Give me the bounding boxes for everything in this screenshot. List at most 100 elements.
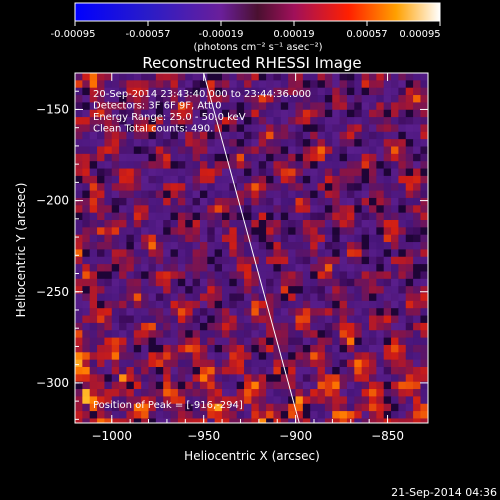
heatmap-cell: [244, 168, 252, 177]
heatmap-cell: [317, 300, 326, 309]
heatmap-cell: [148, 80, 157, 89]
heatmap-cell: [104, 286, 113, 294]
heatmap-cell: [155, 87, 164, 96]
heatmap-cell: [346, 227, 355, 236]
heatmap-cell: [236, 396, 245, 405]
heatmap-cell: [413, 95, 421, 103]
heatmap-cell: [354, 109, 363, 118]
heatmap-cell: [89, 87, 98, 96]
heatmap-cell: [222, 308, 230, 316]
heatmap-cell: [207, 418, 216, 423]
heatmap-cell: [266, 352, 274, 361]
heatmap-cell: [119, 234, 127, 243]
heatmap-cell: [119, 271, 127, 280]
heatmap-cell: [361, 87, 370, 96]
heatmap-cell: [192, 389, 201, 397]
heatmap-cell: [141, 315, 149, 324]
heatmap-cell: [229, 73, 238, 81]
heatmap-cell: [346, 403, 355, 412]
plot-frame: [74, 72, 429, 424]
heatmap-cell: [376, 308, 385, 316]
heatmap-cell: [251, 374, 260, 383]
heatmap-cell: [89, 131, 98, 140]
heatmap-cell: [288, 197, 296, 206]
heatmap-cell: [413, 344, 421, 353]
heatmap-cell: [302, 374, 311, 383]
heatmap-cell: [214, 212, 223, 221]
heatmap-cell: [207, 264, 216, 272]
heatmap-cell: [302, 264, 311, 272]
heatmap-cell: [177, 300, 186, 309]
heatmap-cell: [266, 161, 274, 169]
heatmap-cell: [354, 146, 363, 155]
heatmap-cell: [199, 300, 208, 309]
solar-limb-line: [203, 72, 300, 424]
heatmap-cell: [413, 212, 421, 221]
heatmap-cell: [310, 175, 318, 184]
heatmap-cell: [295, 396, 304, 405]
heatmap-cell: [332, 124, 340, 133]
heatmap-cell: [391, 234, 399, 243]
heatmap-cell: [75, 403, 83, 412]
heatmap-cell: [170, 352, 179, 361]
heatmap-cell: [111, 278, 120, 287]
heatmap-cell: [185, 227, 193, 236]
heatmap-cell: [229, 367, 238, 375]
heatmap-cell: [89, 73, 98, 81]
heatmap-cell: [266, 183, 274, 191]
heatmap-cell: [75, 117, 83, 125]
heatmap-cell: [251, 367, 260, 375]
heatmap-cell: [369, 117, 377, 125]
heatmap-cell: [251, 80, 260, 89]
heatmap-cell: [310, 161, 318, 169]
heatmap-cell: [111, 212, 120, 221]
heatmap-cell: [177, 190, 186, 199]
heatmap-cell: [89, 227, 98, 236]
heatmap-cell: [222, 322, 230, 331]
heatmap-cell: [82, 175, 91, 184]
heatmap-cell: [413, 73, 421, 81]
heatmap-cell: [383, 131, 392, 140]
heatmap-cell: [244, 411, 252, 419]
heatmap-cell: [258, 183, 267, 191]
heatmap-cell: [207, 256, 216, 265]
heatmap-cell: [332, 381, 340, 390]
heatmap-cell: [413, 146, 421, 155]
heatmap-cell: [119, 308, 127, 316]
heatmap-cell: [185, 212, 193, 221]
heatmap-cell: [383, 330, 392, 338]
heatmap-cell: [141, 73, 149, 81]
heatmap-cell: [192, 278, 201, 287]
heatmap-cell: [89, 175, 98, 184]
heatmap-cell: [361, 161, 370, 169]
heatmap-cell: [82, 352, 91, 361]
heatmap-cell: [214, 249, 223, 258]
heatmap-cell: [170, 109, 179, 118]
heatmap-cell: [251, 337, 260, 346]
heatmap-cell: [229, 352, 238, 361]
heatmap-cell: [192, 367, 201, 375]
heatmap-cell: [192, 381, 201, 390]
heatmap-cell: [273, 293, 282, 302]
heatmap-cell: [104, 153, 113, 162]
heatmap-cell: [405, 337, 414, 346]
heatmap-cell: [420, 205, 428, 214]
heatmap-cell: [324, 403, 333, 412]
heatmap-cell: [199, 249, 208, 258]
heatmap-cell: [273, 352, 282, 361]
heatmap-cell: [244, 146, 252, 155]
heatmap-cell: [332, 322, 340, 331]
heatmap-cell: [405, 300, 414, 309]
heatmap-cell: [354, 293, 363, 302]
heatmap-cell: [192, 411, 201, 419]
heatmap-cell: [273, 330, 282, 338]
heatmap-cell: [317, 197, 326, 206]
heatmap-cell: [383, 205, 392, 214]
heatmap-cell: [97, 352, 105, 361]
heatmap-cell: [288, 359, 296, 368]
heatmap-cell: [229, 87, 238, 96]
heatmap-cell: [332, 403, 340, 412]
heatmap-cell: [236, 234, 245, 243]
heatmap-cell: [310, 227, 318, 236]
heatmap-cell: [229, 139, 238, 147]
